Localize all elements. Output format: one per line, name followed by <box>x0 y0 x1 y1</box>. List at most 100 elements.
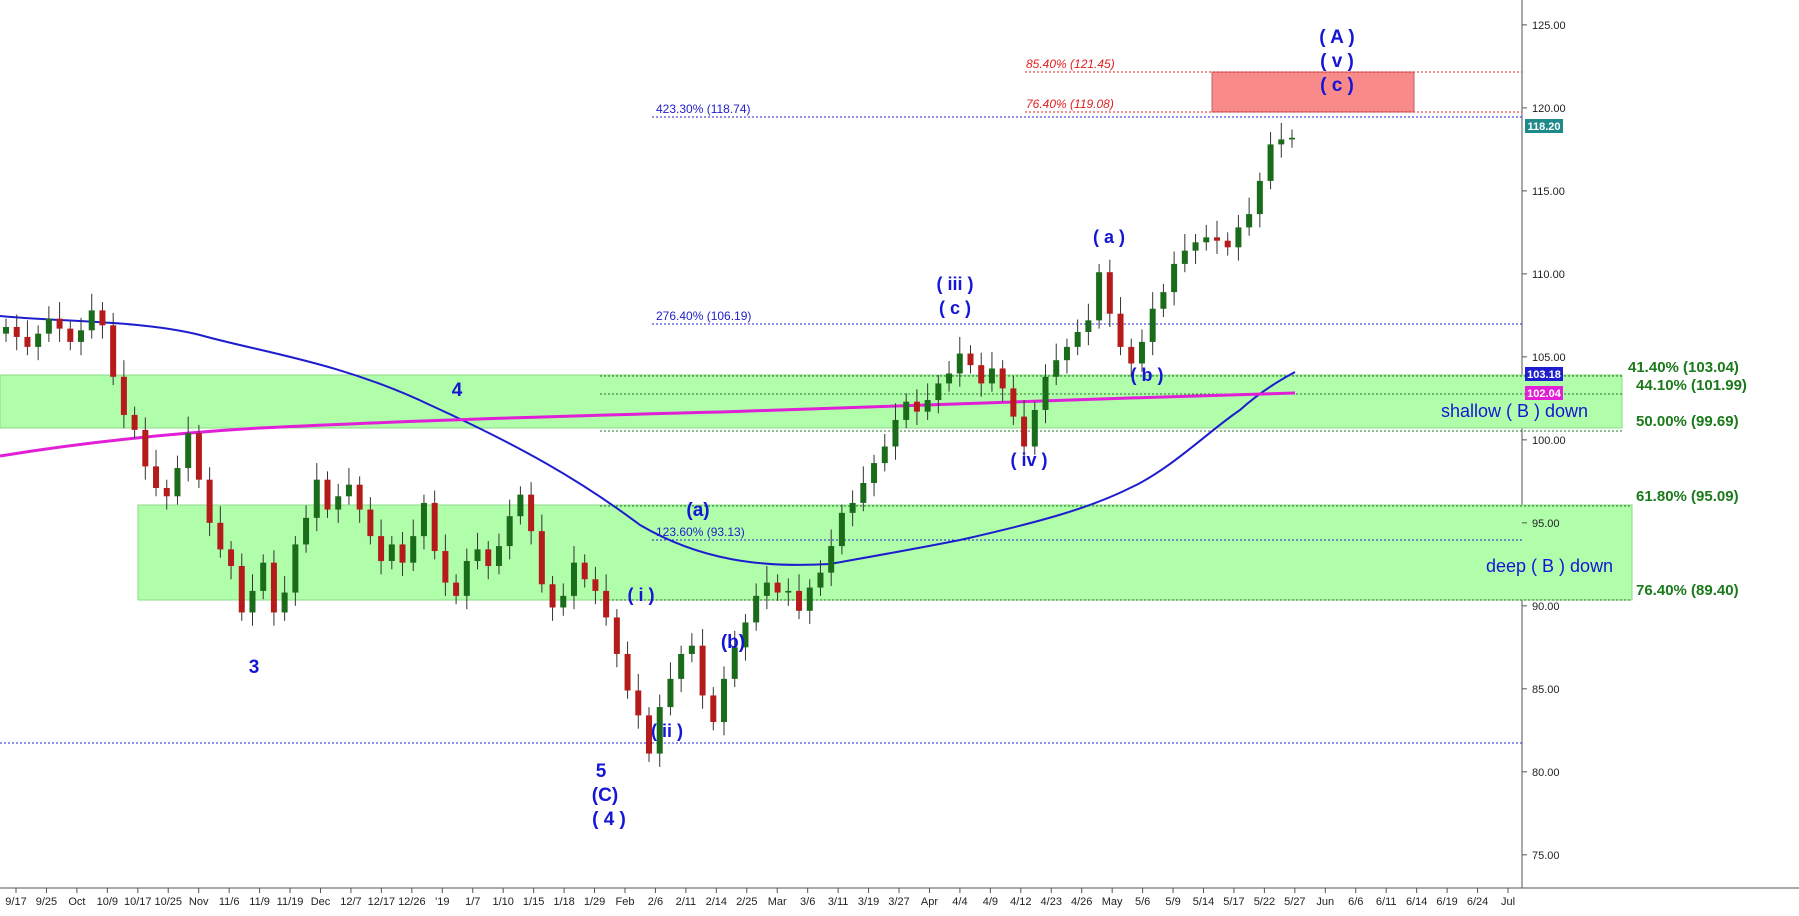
candles-group <box>3 122 1295 767</box>
candle-down <box>603 590 610 618</box>
candle-down <box>796 590 803 611</box>
x-tick-label: 12/26 <box>398 896 426 908</box>
candle-down <box>131 414 138 430</box>
candle-up <box>924 400 931 412</box>
wave-label-ii: ( ii ) <box>651 721 683 741</box>
x-tick-label: 4/9 <box>983 896 998 908</box>
x-tick-label: 2/14 <box>706 896 727 908</box>
fib-label-76-4-green: 76.40% (89.40) <box>1636 582 1739 599</box>
magenta-moving-average <box>0 391 1296 458</box>
wave-label-5: 5 <box>596 761 607 782</box>
candle-down <box>67 328 74 342</box>
x-tick-label: Oct <box>68 896 85 908</box>
x-tick-label: 6/14 <box>1406 896 1427 908</box>
candle-down <box>699 645 706 696</box>
candle-up <box>463 561 470 596</box>
candle-up <box>1042 376 1049 410</box>
y-tick-label: 100.00 <box>1532 435 1566 447</box>
candle-down <box>110 325 117 377</box>
candle-up <box>506 516 513 547</box>
candle-up <box>817 572 824 588</box>
wave-label-v: ( v ) <box>1320 51 1354 72</box>
x-tick-label: 6/11 <box>1376 896 1397 908</box>
candle-up <box>78 330 85 342</box>
y-tick-label: 80.00 <box>1532 767 1560 779</box>
candle-up <box>892 419 899 447</box>
candle-down <box>120 376 127 415</box>
fib-label-61-8: 61.80% (95.09) <box>1636 488 1739 505</box>
candle-down <box>270 562 277 613</box>
x-tick-label: 2/6 <box>648 896 663 908</box>
x-tick-label: 11/9 <box>249 896 270 908</box>
price-tag-blue-ma-text: 103.18 <box>1527 369 1561 381</box>
candle-down <box>913 401 920 412</box>
candle-up <box>935 383 942 401</box>
candle-down <box>549 584 556 608</box>
candle-down <box>646 715 652 754</box>
x-tick-label: Apr <box>921 896 938 908</box>
candle-down <box>1106 272 1113 314</box>
x-tick-label: 6/24 <box>1467 896 1488 908</box>
candle-up <box>420 502 427 537</box>
price-tag-magenta-ma-bg <box>1525 386 1563 400</box>
wave-label-b-small: (b) <box>721 632 745 653</box>
x-tick-label: 10/17 <box>124 896 152 908</box>
wave-label-iii: ( iii ) <box>937 274 974 294</box>
x-tick-label: 6/6 <box>1348 896 1363 908</box>
candle-down <box>195 433 202 480</box>
candle-up <box>1085 320 1092 332</box>
candle-up <box>345 484 352 497</box>
candle-down <box>635 690 642 716</box>
candle-up <box>35 333 42 347</box>
candle-down <box>378 536 385 562</box>
x-tick-label: Jun <box>1316 896 1334 908</box>
x-tick-label: May <box>1102 896 1123 908</box>
x-tick-label: 3/27 <box>888 896 909 908</box>
x-tick-label: 3/11 <box>828 896 849 908</box>
x-tick-label: 10/9 <box>97 896 118 908</box>
y-axis-ticks: 125.00 120.00 115.00 110.00 105.00 100.00 95.0… <box>1522 20 1566 862</box>
candle-down <box>1021 416 1028 447</box>
price-tag-magenta-ma: 102.04 <box>1525 386 1563 400</box>
candle-down <box>624 653 631 691</box>
candle-down <box>774 582 781 593</box>
candle-up <box>1181 250 1188 264</box>
candle-down <box>710 695 717 723</box>
y-tick-label: 95.00 <box>1532 518 1560 530</box>
fib-label-276-4: 276.40% (106.19) <box>656 309 751 323</box>
x-tick-label: 4/4 <box>952 896 967 908</box>
wave-label-C: (C) <box>592 785 618 806</box>
x-tick-label: Nov <box>189 896 209 908</box>
candle-down <box>142 429 149 467</box>
wave-label-3: 3 <box>249 657 260 678</box>
candle-down <box>367 509 374 537</box>
price-tag-last-text: 118.20 <box>1527 121 1560 133</box>
price-tag-blue-ma-bg <box>1525 367 1563 381</box>
x-tick-label: Dec <box>311 896 331 908</box>
candle-up <box>1096 272 1103 321</box>
candle-up <box>388 544 395 562</box>
price-tag-last-bg <box>1525 119 1563 133</box>
y-tick-label: 85.00 <box>1532 684 1560 696</box>
y-tick-label: 90.00 <box>1532 601 1560 613</box>
candle-up <box>688 645 695 654</box>
deep-b-label: deep ( B ) down <box>1486 556 1613 576</box>
x-tick-label: 1/10 <box>492 896 513 908</box>
candle-down <box>592 579 599 591</box>
candle-up <box>185 433 192 469</box>
x-tick-label: 5/27 <box>1284 896 1305 908</box>
candle-down <box>581 562 588 580</box>
candle-up <box>474 549 481 562</box>
candle-up <box>742 622 749 648</box>
candle-up <box>1149 308 1156 342</box>
blue-moving-average <box>0 315 1296 566</box>
candle-up <box>517 494 524 517</box>
candle-up <box>410 536 417 563</box>
y-tick-label: 125.00 <box>1532 20 1566 32</box>
x-tick-label: 12/7 <box>340 896 361 908</box>
y-tick-label: 120.00 <box>1532 103 1566 115</box>
candle-up <box>1192 242 1199 251</box>
candle-down <box>99 310 106 326</box>
candle-up <box>570 562 577 596</box>
fib-level-lines <box>0 71 1632 744</box>
